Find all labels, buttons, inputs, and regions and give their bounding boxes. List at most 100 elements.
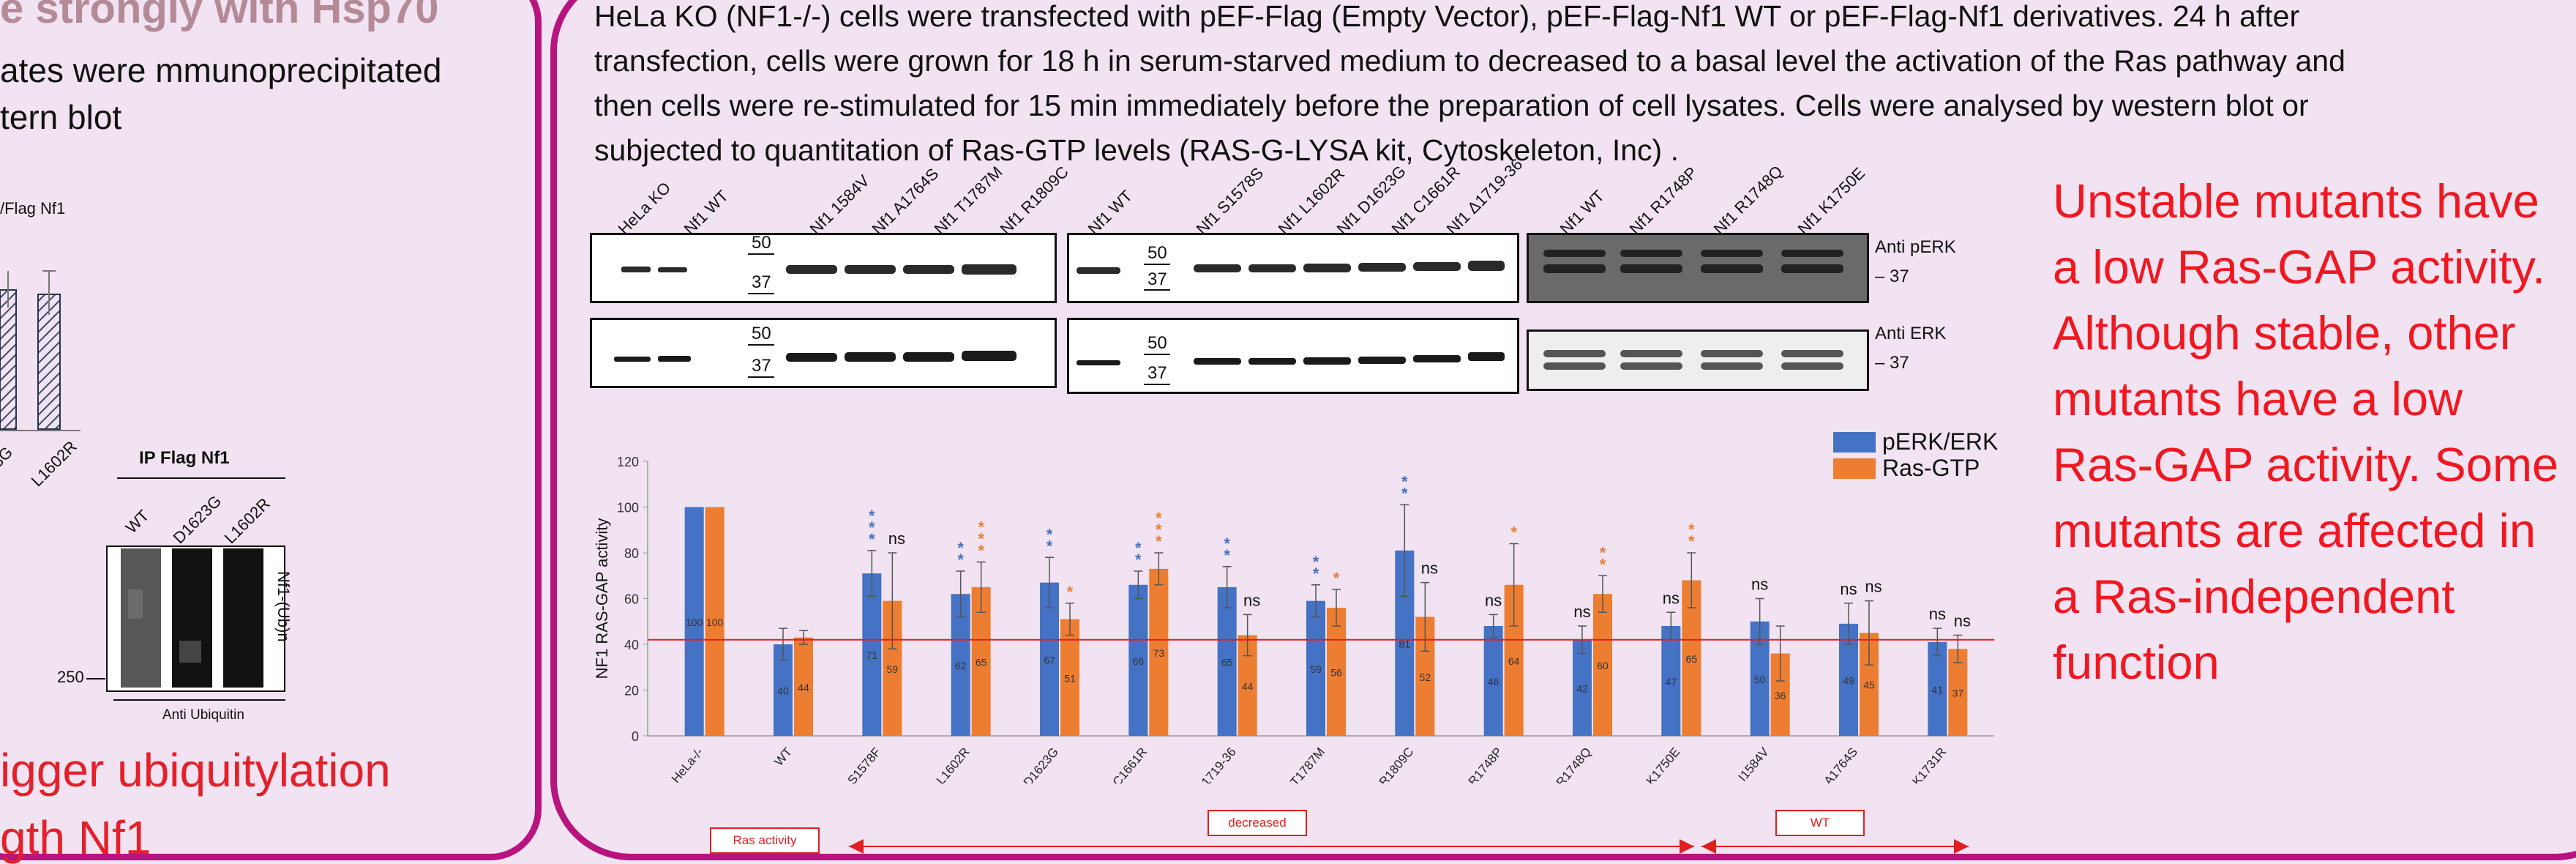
bar-rasgtp — [1948, 649, 1968, 736]
ns-label: ns — [1954, 612, 1971, 630]
x-tick-label: Δ1719-36 — [1194, 745, 1239, 783]
mw-marker: 50 — [752, 324, 771, 343]
mw-marker: 50 — [752, 233, 771, 253]
mw-marker: 50 — [1147, 333, 1167, 353]
bar-value-label: 50 — [1754, 674, 1766, 685]
y-tick-label: 20 — [624, 684, 639, 699]
bar-value-label: 49 — [1843, 674, 1854, 686]
bar-rasgtp — [794, 637, 813, 736]
significance-star: * — [1688, 532, 1695, 551]
legend-swatch — [1833, 432, 1876, 453]
bar-value-label: 81 — [1399, 638, 1411, 649]
mw-tick — [748, 293, 774, 294]
x-tick-label: S1578F — [845, 745, 884, 783]
bar-perk — [1573, 639, 1592, 736]
methods-line-2: transfection, cells were grown for 18 h … — [594, 44, 2345, 78]
legend-swatch — [1833, 458, 1876, 479]
bar-value-label: 46 — [1488, 676, 1499, 688]
blot-erk-group2 — [1067, 318, 1519, 394]
significance-star: * — [1600, 543, 1606, 562]
bar-perk — [1306, 600, 1325, 736]
significance-star: * — [869, 507, 875, 525]
bar-value-label: 45 — [1863, 679, 1875, 691]
bar-value-label: 60 — [1597, 660, 1609, 671]
ns-label: ns — [1751, 576, 1768, 594]
ip-blot-title: IP Flag Nf1 — [139, 448, 230, 468]
y-tick-label: 60 — [624, 592, 639, 607]
group-label-decreased: decreased — [1208, 810, 1307, 836]
mw-marker: 37 — [752, 356, 771, 376]
significance-star: * — [1313, 565, 1319, 583]
bar-value-label: 100 — [686, 617, 703, 628]
significance-star: * — [1224, 535, 1230, 553]
methods-line-4: subjected to quantitation of Ras-GTP lev… — [594, 133, 1679, 167]
antibody-perk: Anti pERK — [1875, 237, 1956, 257]
significance-star: * — [1046, 525, 1053, 543]
significance-star: * — [1067, 583, 1074, 601]
bar-value-label: 65 — [976, 656, 987, 668]
bar-value-label: 62 — [955, 660, 967, 671]
bar-value-label: 59 — [1310, 663, 1322, 675]
bar-value-label: 47 — [1666, 676, 1677, 688]
left-panel-title: e strongly with Hsp70 — [0, 0, 439, 32]
bar-value-label: 44 — [1242, 680, 1254, 692]
left-panel — [0, 0, 542, 860]
mw-tick — [748, 344, 774, 346]
bar-value-label: 66 — [1133, 655, 1145, 667]
ns-label: ns — [1865, 578, 1882, 596]
significance-star: * — [1156, 509, 1162, 527]
bar-perk — [684, 507, 704, 736]
antibody-erk: Anti ERK — [1875, 324, 1947, 343]
y-tick-label: 0 — [632, 729, 639, 744]
mw-tick — [1144, 264, 1170, 265]
bar-value-label: 51 — [1064, 672, 1076, 684]
bar-rasgtp — [1060, 619, 1079, 736]
significance-star: * — [1333, 569, 1340, 587]
x-tick-label: Nf1 K1750E — [1629, 745, 1682, 783]
bar-value-label: 100 — [706, 617, 724, 628]
left-conclusion-line-1: igger ubiquitylation — [0, 744, 391, 797]
bar-value-label: 59 — [887, 663, 899, 675]
bar-value-label: 37 — [1952, 688, 1964, 699]
y-tick-label: 80 — [624, 546, 639, 561]
bar-value-label: 65 — [1221, 656, 1233, 668]
left-chart-ytitle: /Flag Nf1 — [0, 199, 66, 217]
significance-star: * — [978, 518, 984, 537]
significance-star: * — [1046, 537, 1053, 555]
mw-tick — [1144, 289, 1170, 291]
left-chart-bar — [0, 289, 17, 430]
left-panel-body: ates were mmunoprecipitated tern blot — [0, 47, 441, 141]
x-tick-label: I1584V — [1736, 745, 1772, 783]
group-bracket-arrows — [849, 839, 1969, 854]
x-tick-label: C1661R — [1110, 745, 1150, 783]
y-axis-title: NF1 RAS-GAP activity — [593, 518, 611, 679]
bar-value-label: 52 — [1420, 671, 1431, 683]
bar-value-label: 40 — [777, 685, 789, 697]
bar-value-label: 42 — [1576, 682, 1588, 694]
left-chart-fragment — [0, 270, 80, 431]
ip-blot-marker-tick — [86, 678, 105, 679]
left-conclusion-line-2: gth Nf1 — [0, 811, 151, 864]
x-tick-label: K1731R — [1909, 745, 1949, 783]
y-tick-label: 100 — [617, 501, 639, 515]
significance-star: * — [1156, 521, 1162, 539]
side-marker-37: – 37 — [1875, 353, 1909, 373]
significance-star: * — [1688, 521, 1695, 539]
mw-tick — [1144, 384, 1170, 385]
mw-marker: 37 — [1147, 269, 1167, 289]
ip-blot-title-rule — [117, 477, 285, 479]
significance-star: * — [1135, 551, 1142, 569]
ns-label: ns — [1243, 591, 1260, 609]
mw-tick — [1144, 354, 1170, 355]
conclusion-text: Unstable mutants have a low Ras-GAP acti… — [2053, 174, 2559, 689]
bar-value-label: 56 — [1330, 667, 1342, 679]
blot-erk-group3 — [1527, 329, 1869, 391]
significance-star: * — [978, 542, 984, 560]
bar-rasgtp — [1327, 608, 1346, 736]
x-tick-label: D1623G — [1021, 745, 1061, 783]
significance-star: * — [1401, 484, 1408, 502]
ns-label: ns — [1929, 605, 1946, 623]
blot-perk-group1 — [590, 233, 1057, 303]
ip-blot-marker: 250 — [57, 668, 84, 686]
